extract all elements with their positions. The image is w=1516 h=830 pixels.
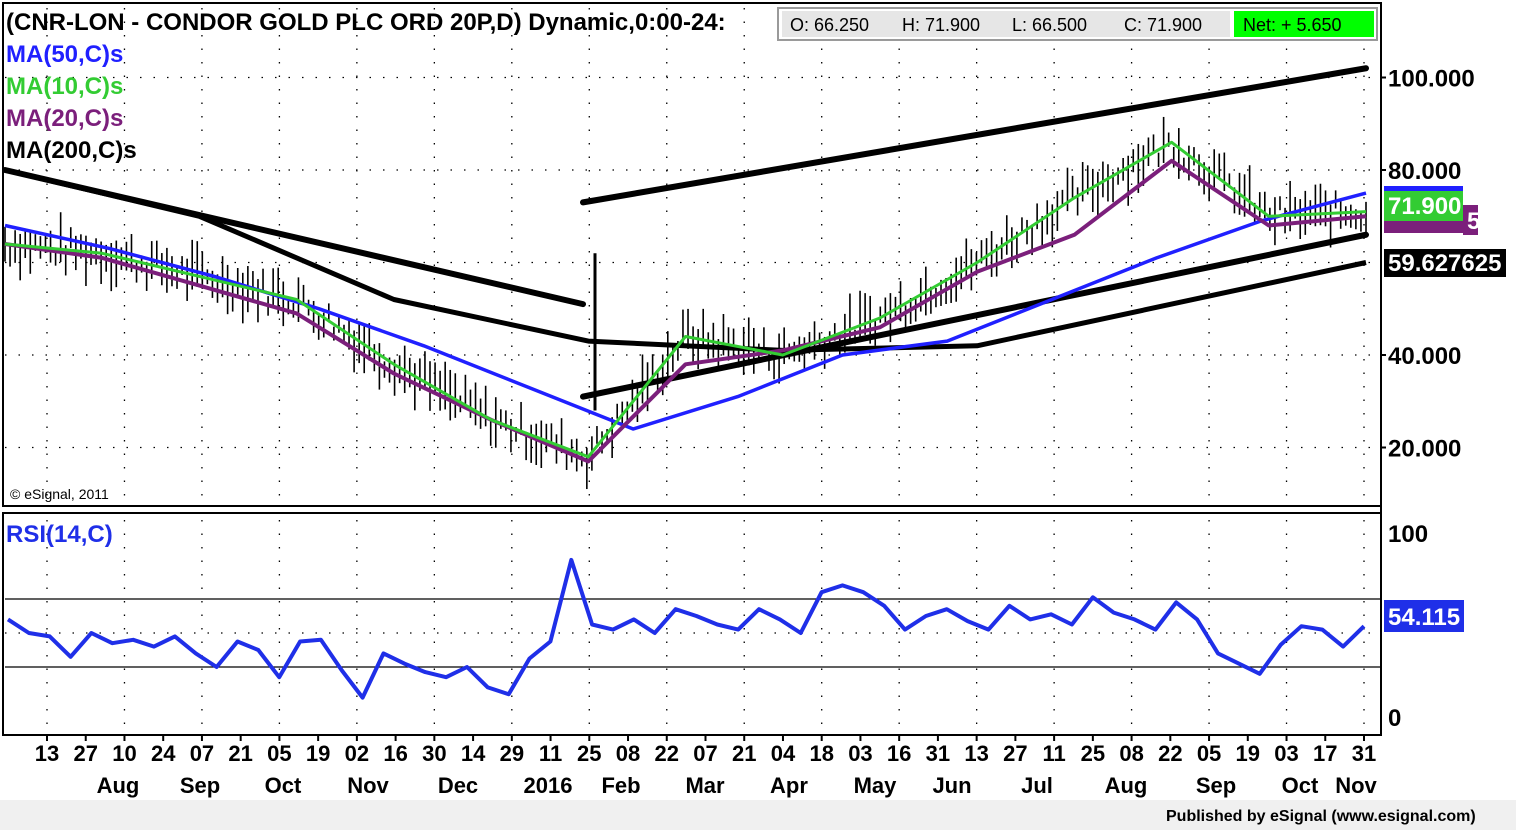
x-tick-day: 27 — [1003, 741, 1027, 766]
x-tick-day: 22 — [1158, 741, 1182, 766]
ma200-line — [4, 167, 1367, 353]
x-tick-day: 13 — [964, 741, 988, 766]
ohlc-open: O: 66.250 — [790, 15, 869, 35]
rsi-y-ticks: 100 0 — [1388, 521, 1428, 732]
x-tick-month: Mar — [685, 773, 725, 798]
ohlc-box: O: 66.250 H: 71.900 L: 66.500 C: 71.900 … — [777, 7, 1378, 41]
price-tick-label: 100.000 — [1388, 66, 1475, 93]
x-tick-month: Nov — [1335, 773, 1377, 798]
x-tick-day: 10 — [112, 741, 136, 766]
ma20-line — [4, 158, 1367, 464]
ma20-label-fragment: 5 — [1467, 208, 1480, 235]
rsi-tick-label: 0 — [1388, 705, 1401, 732]
x-tick-day: 03 — [848, 741, 872, 766]
ohlc-high: H: 71.900 — [902, 15, 980, 35]
x-tick-month: May — [854, 773, 898, 798]
x-tick-day: 31 — [1352, 741, 1376, 766]
x-tick-month: Jun — [932, 773, 971, 798]
x-tick-day: 19 — [306, 741, 330, 766]
price-tick-label: 20.000 — [1388, 436, 1461, 463]
rsi-line — [6, 557, 1366, 700]
legend-ma20: MA(20,C)s — [6, 105, 123, 132]
x-tick-day: 29 — [500, 741, 524, 766]
copyright-text: © eSignal, 2011 — [10, 486, 109, 502]
x-tick-day: 16 — [887, 741, 911, 766]
x-tick-day: 31 — [926, 741, 950, 766]
legend-ma50: MA(50,C)s — [6, 41, 123, 68]
price-tick-label: 40.000 — [1388, 343, 1461, 370]
x-tick-day: 03 — [1274, 741, 1298, 766]
x-tick-day: 04 — [771, 741, 796, 766]
x-tick-day: 24 — [151, 741, 176, 766]
x-tick-day: 21 — [732, 741, 756, 766]
x-tick-month: Feb — [601, 773, 640, 798]
x-tick-day: 02 — [345, 741, 369, 766]
x-tick-month: Sep — [180, 773, 220, 798]
x-tick-day: 17 — [1313, 741, 1337, 766]
legend-rsi: RSI(14,C) — [6, 521, 113, 548]
x-tick-day: 16 — [383, 741, 407, 766]
legend-ma10: MA(10,C)s — [6, 73, 123, 100]
x-tick-day: 18 — [809, 741, 833, 766]
ma10-line — [4, 140, 1367, 459]
chart-title: (CNR-LON - CONDOR GOLD PLC ORD 20P,D) Dy… — [6, 9, 726, 36]
moving-average-lines — [4, 140, 1367, 464]
rsi-tick-label: 100 — [1388, 521, 1428, 548]
x-tick-day: 19 — [1236, 741, 1260, 766]
x-tick-month: Dec — [438, 773, 478, 798]
x-tick-day: 25 — [1081, 741, 1105, 766]
x-tick-day: 05 — [1197, 741, 1221, 766]
x-tick-month: Sep — [1196, 773, 1236, 798]
ohlc-net: Net: + 5.650 — [1243, 15, 1342, 35]
x-tick-day: 07 — [693, 741, 717, 766]
x-tick-day: 13 — [35, 741, 59, 766]
x-tick-month: Aug — [97, 773, 140, 798]
grid — [5, 8, 1380, 733]
published-by-text[interactable]: Published by eSignal (www.esignal.com) — [1166, 808, 1476, 825]
x-tick-day: 11 — [1042, 741, 1065, 766]
price-tick-label: 80.000 — [1388, 158, 1461, 185]
x-tick-day: 22 — [655, 741, 679, 766]
x-tick-month: Apr — [770, 773, 808, 798]
x-axis-ticks: 13 27 10 24 07 21 05 19 02 16 30 14 29 11 25 08 22 07 21 04… — [35, 735, 1378, 798]
x-tick-day: 08 — [616, 741, 640, 766]
ma-value-label: 59.627625 — [1384, 249, 1506, 277]
rsi-value: 54.115 — [1388, 604, 1460, 631]
ohlc-close: C: 71.900 — [1124, 15, 1202, 35]
x-tick-day: 05 — [267, 741, 291, 766]
x-tick-month: Aug — [1105, 773, 1148, 798]
x-tick-month: Jul — [1021, 773, 1053, 798]
x-tick-day: 25 — [577, 741, 601, 766]
legend-ma200: MA(200,C)s — [6, 137, 137, 164]
trendline-3 — [580, 231, 1369, 400]
x-tick-month: Oct — [265, 773, 302, 798]
rsi-levels — [5, 598, 1380, 668]
last-price-value: 71.900 — [1388, 193, 1461, 220]
x-tick-day: 07 — [190, 741, 214, 766]
ma-value: 59.627625 — [1388, 250, 1501, 277]
x-tick-month: Nov — [347, 773, 389, 798]
trendline-2 — [580, 65, 1369, 206]
price-y-ticks: 100.000 80.000 40.000 20.000 — [1381, 66, 1475, 463]
x-tick-day: 27 — [73, 741, 97, 766]
ma50-line — [4, 191, 1367, 431]
rsi-value-label: 54.115 — [1384, 600, 1464, 632]
rsi-series — [6, 557, 1366, 700]
x-tick-month: 2016 — [524, 773, 573, 798]
footer-bar — [0, 800, 1516, 830]
x-tick-month: Oct — [1282, 773, 1319, 798]
last-price-label: 5 71.900 — [1384, 186, 1480, 235]
ohlc-low: L: 66.500 — [1012, 15, 1087, 35]
x-tick-day: 21 — [228, 741, 252, 766]
x-tick-day: 14 — [461, 741, 486, 766]
x-tick-day: 30 — [422, 741, 446, 766]
x-tick-day: 11 — [539, 741, 562, 766]
x-tick-day: 08 — [1119, 741, 1143, 766]
